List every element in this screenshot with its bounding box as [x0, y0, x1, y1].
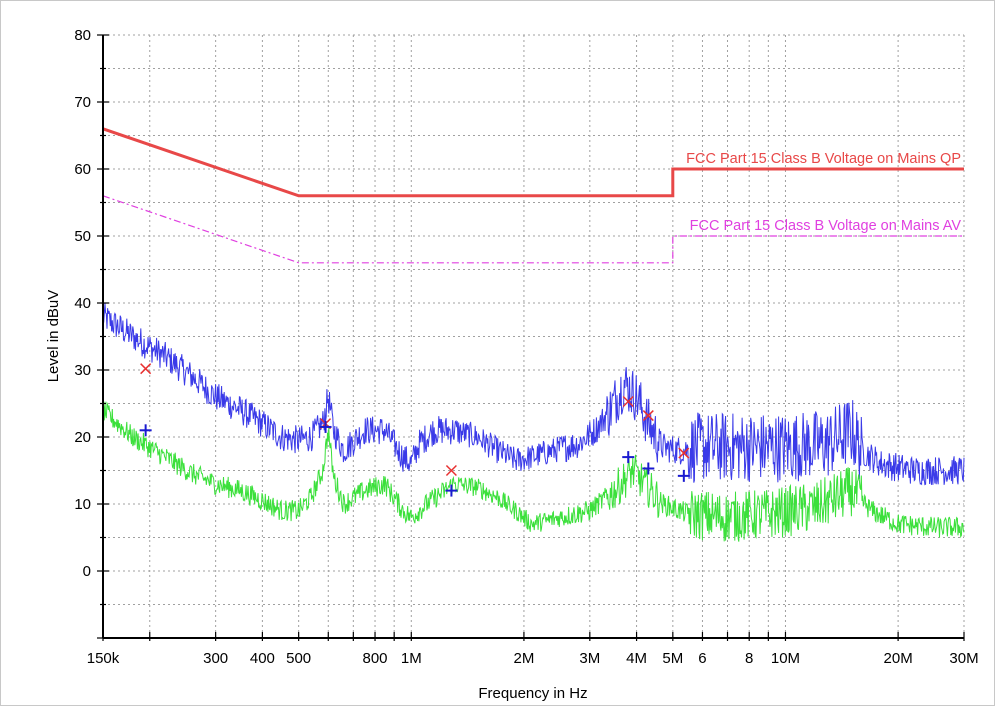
x-tick-label: 6 [698, 650, 706, 667]
av-marker [677, 469, 690, 482]
x-tick-label: 3M [579, 650, 600, 667]
x-tick-label: 10M [771, 650, 800, 667]
y-tick-label: 60 [74, 161, 91, 178]
qp-marker [678, 447, 690, 459]
measurement-markers [139, 363, 690, 497]
grid [103, 34, 965, 638]
av-marker [445, 484, 458, 497]
y-tick-label: 0 [83, 563, 91, 580]
x-tick-label: 300 [203, 650, 228, 667]
y-tick-label: 80 [74, 27, 91, 44]
y-tick-label: 10 [74, 496, 91, 513]
limit-label-av: FCC Part 15 Class B Voltage on Mains AV [690, 218, 962, 234]
x-axis-label: Frequency in Hz [478, 685, 587, 702]
limit-label-qp: FCC Part 15 Class B Voltage on Mains QP [686, 151, 961, 167]
av-marker [642, 462, 655, 475]
tick-labels: 0 10 20 30 40 50 60 70 80 150k 300 400 500 800 1M 2M 3M 4… [74, 27, 978, 667]
y-tick-label: 30 [74, 362, 91, 379]
x-tick-label: 2M [514, 650, 535, 667]
y-tick-label: 70 [74, 94, 91, 111]
y-tick-label: 50 [74, 228, 91, 245]
x-tick-label: 500 [286, 650, 311, 667]
limit-line-av [102, 195, 964, 264]
y-tick-label: 40 [74, 295, 91, 312]
x-tick-label: 5M [662, 650, 683, 667]
series-trace-0 [102, 303, 965, 486]
qp-marker [140, 363, 152, 375]
x-tick-label: 20M [884, 650, 913, 667]
qp-marker [622, 395, 634, 408]
qp-marker [642, 410, 654, 422]
qp-marker [445, 464, 457, 477]
av-marker [319, 420, 332, 433]
y-tick-label: 20 [74, 429, 91, 446]
x-tick-label: 150k [87, 650, 120, 667]
series-trace-1 [102, 401, 965, 542]
x-tick-label: 30M [949, 650, 978, 667]
limit-lines: FCC Part 15 Class B Voltage on Mains QP F… [102, 127, 964, 264]
axes [97, 34, 965, 641]
limit-line-qp [102, 127, 964, 198]
y-axis-label: Level in dBuV [45, 290, 62, 383]
x-tick-label: 8 [745, 650, 753, 667]
av-marker [622, 451, 635, 464]
x-tick-label: 800 [363, 650, 388, 667]
data-series [102, 303, 965, 542]
x-tick-label: 4M [626, 650, 647, 667]
x-tick-label: 400 [250, 650, 275, 667]
av-marker [139, 424, 152, 437]
x-tick-label: 1M [401, 650, 422, 667]
